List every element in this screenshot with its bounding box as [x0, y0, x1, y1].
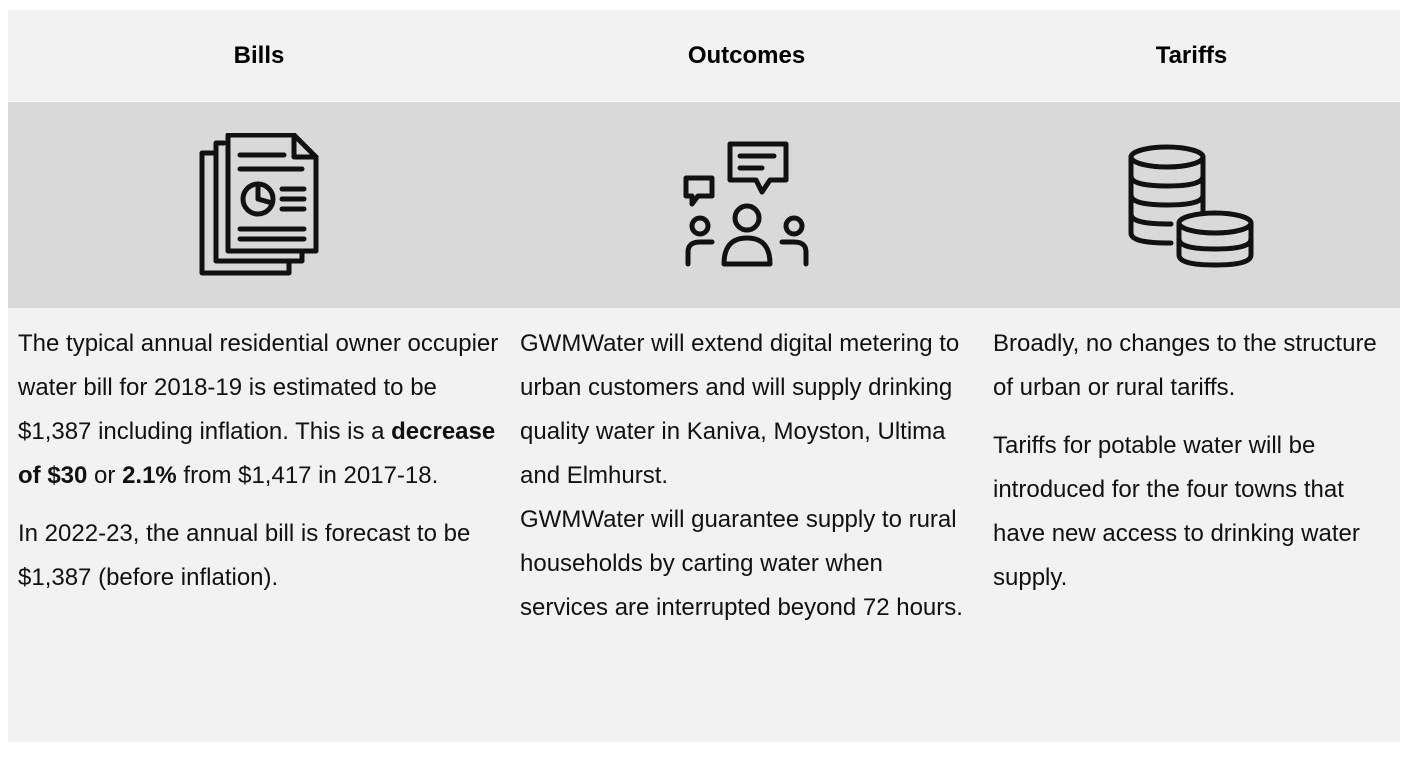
bills-text: The typical annual residential owner occ… — [8, 308, 510, 742]
outcomes-icon — [683, 141, 808, 267]
paragraph: GWMWater will guarantee supply to rural … — [520, 498, 975, 630]
tariffs-icon — [1128, 144, 1253, 267]
text-run: from $1,417 in 2017-18. — [176, 462, 439, 489]
column-header: Tariffs — [983, 10, 1400, 102]
outcomes-icon-cell — [510, 102, 983, 308]
tariffs-text: Broadly, no changes to the structure of … — [983, 308, 1400, 742]
column-header: Outcomes — [510, 10, 983, 102]
paragraph: Broadly, no changes to the structure of … — [993, 322, 1392, 410]
bold-text: 2.1% — [122, 462, 177, 489]
text-run: Broadly, no changes to the structure of … — [993, 330, 1377, 401]
paragraph: Tariffs for potable water will be introd… — [993, 424, 1392, 600]
bills-icon — [199, 132, 319, 275]
text-run: GWMWater will guarantee supply to rural … — [520, 506, 963, 621]
outcomes-text: GWMWater will extend digital metering to… — [510, 308, 983, 742]
text-run: or — [87, 462, 123, 489]
text-run: The typical annual residential owner occ… — [18, 330, 499, 445]
table: Bills Outcomes Tariffs — [8, 10, 1400, 742]
bills-icon-cell — [8, 102, 510, 308]
column-header: Bills — [8, 10, 510, 102]
paragraph: GWMWater will extend digital metering to… — [520, 322, 975, 498]
text-run: Tariffs for potable water will be introd… — [993, 432, 1360, 591]
bold-text: decrease of $30 — [18, 418, 496, 489]
page: Bills Outcomes Tariffs — [8, 10, 1400, 742]
text-run: GWMWater will extend digital metering to… — [520, 330, 960, 489]
paragraph: The typical annual residential owner occ… — [18, 322, 502, 498]
tariffs-icon-cell — [983, 102, 1400, 308]
paragraph: In 2022-23, the annual bill is forecast … — [18, 512, 502, 600]
text-run: In 2022-23, the annual bill is forecast … — [18, 520, 471, 591]
